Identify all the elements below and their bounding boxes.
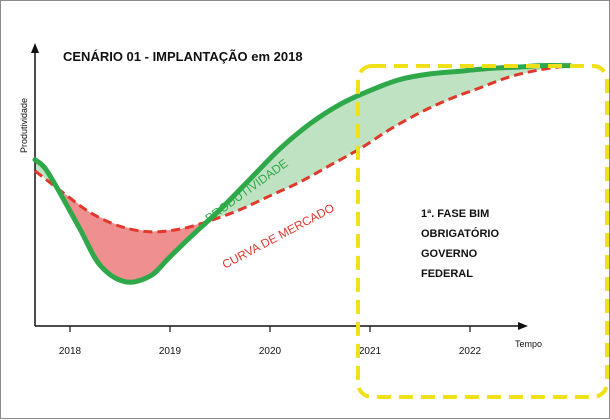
area-fills (35, 65, 570, 282)
highlight-box (356, 64, 609, 399)
x-tick-label: 2019 (159, 346, 182, 357)
note-line-1: 1ª. FASE BIM (421, 208, 489, 220)
x-tick-label: 2020 (259, 346, 282, 357)
y-axis-arrow-icon (31, 43, 39, 53)
note-line-3: GOVERNO (421, 248, 478, 260)
x-axis-arrow-icon (518, 322, 528, 330)
note-line-4: FEDERAL (421, 268, 473, 280)
y-axis-label: Produtividade (19, 98, 29, 153)
chart-title: CENÁRIO 01 - IMPLANTAÇÃO em 2018 (63, 49, 303, 64)
loss-area (58, 188, 207, 282)
x-tick-label: 2021 (359, 346, 382, 357)
note-line-2: OBRIGATÓRIO (421, 227, 499, 240)
x-tick-label: 2018 (59, 346, 82, 357)
gain-area (208, 65, 570, 222)
x-tick-label: 2022 (459, 346, 482, 357)
x-ticks: 2018 2019 2020 2021 2022 (59, 326, 482, 357)
note-text: 1ª. FASE BIM OBRIGATÓRIO GOVERNO FEDERAL (421, 208, 499, 280)
x-axis-label: Tempo (515, 339, 542, 349)
series-line-produtividade (32, 63, 573, 285)
series-line-curva-de-mercado (34, 64, 571, 234)
curva-de-mercado-label: CURVA DE MERCADO (220, 201, 337, 272)
